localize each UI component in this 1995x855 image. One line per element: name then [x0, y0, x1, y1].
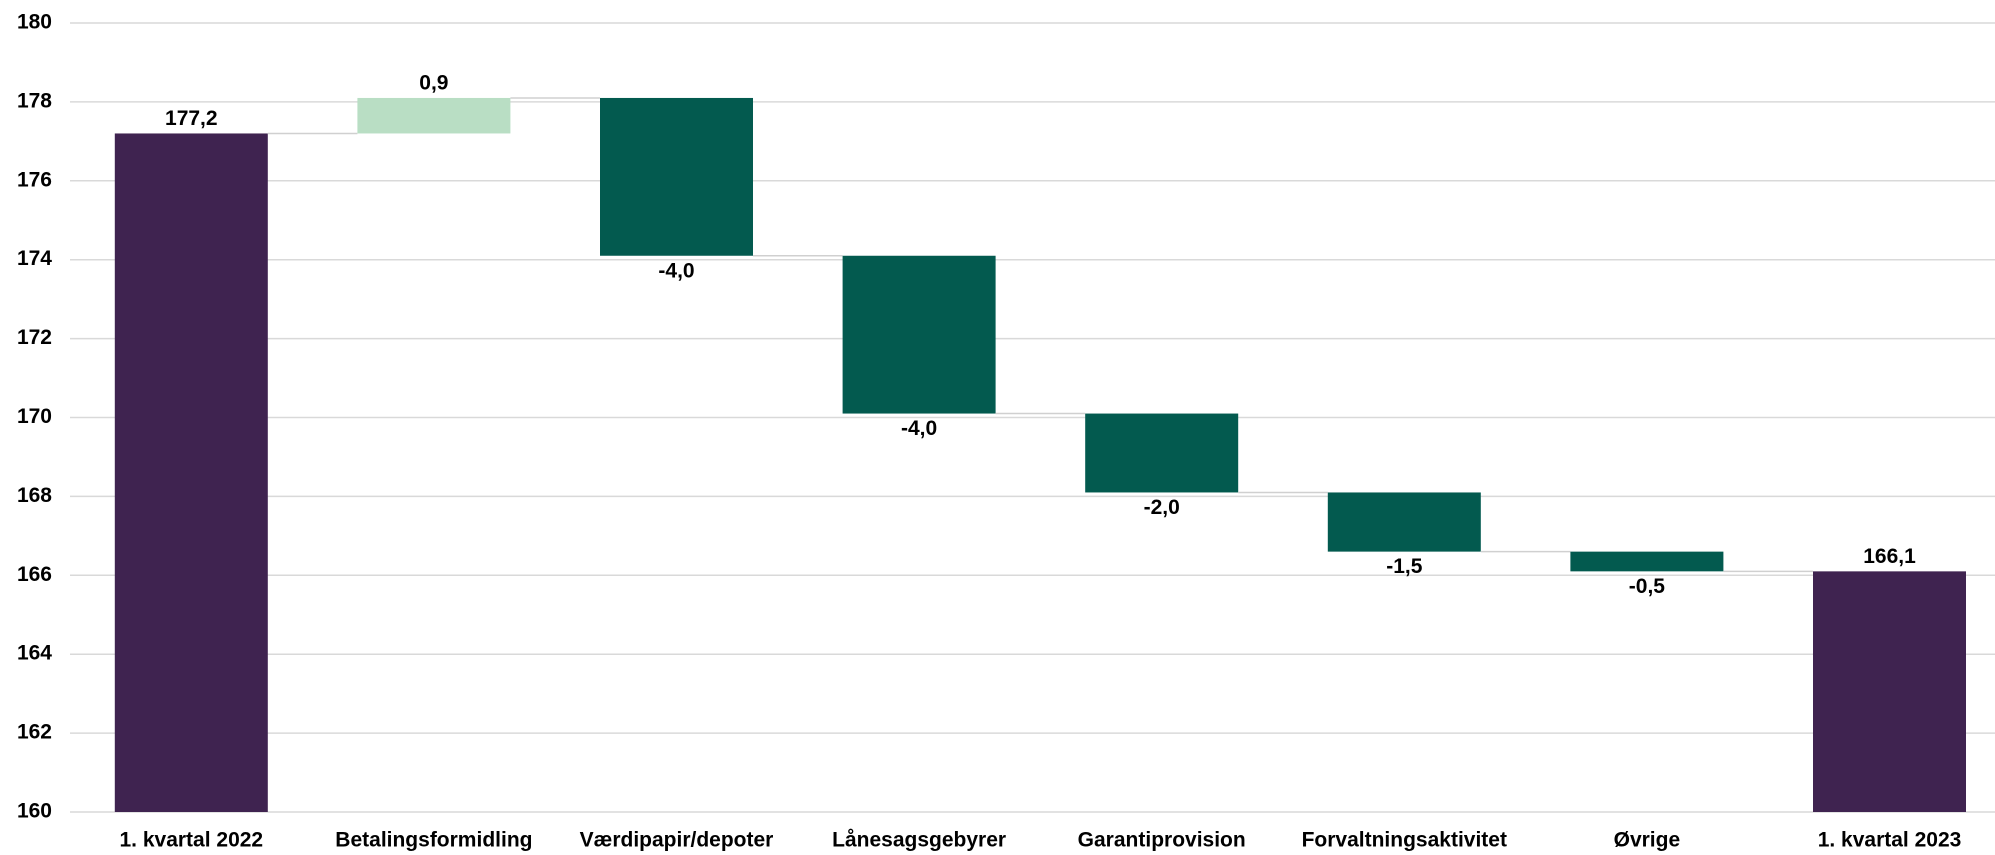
x-tick-label: Garantiprovision: [1078, 829, 1246, 852]
x-tick-label: Øvrige: [1614, 829, 1681, 852]
value-label: -2,0: [1144, 496, 1180, 519]
value-label: 166,1: [1863, 545, 1916, 568]
y-tick-label: 174: [17, 247, 52, 270]
value-label: -4,0: [901, 417, 937, 440]
value-label: 177,2: [165, 107, 218, 130]
x-tick-label: 1. kvartal 2023: [1818, 829, 1962, 852]
value-label: -1,5: [1386, 555, 1423, 578]
y-tick-label: 176: [17, 168, 52, 191]
x-tick-label: Forvaltningsaktivitet: [1302, 829, 1507, 852]
y-tick-label: 162: [17, 721, 52, 744]
bar: [600, 97, 753, 256]
y-tick-label: 168: [17, 484, 52, 507]
x-tick-label: Lånesagsgebyrer: [832, 829, 1006, 852]
y-tick-label: 160: [17, 800, 52, 823]
bar: [1570, 551, 1724, 572]
x-tick-label: Betalingsformidling: [335, 829, 532, 852]
y-tick-label: 166: [17, 563, 52, 586]
value-label: -4,0: [658, 259, 694, 282]
bar: [842, 255, 996, 414]
y-tick-label: 178: [17, 89, 52, 112]
y-tick-label: 172: [17, 326, 52, 349]
bar: [1813, 571, 1966, 812]
bar: [357, 97, 511, 134]
y-tick-label: 170: [17, 405, 52, 428]
y-tick-label: 164: [17, 642, 52, 665]
x-tick-label: Værdipapir/depoter: [580, 829, 774, 852]
y-tick-label: 180: [17, 11, 52, 34]
x-tick-label: 1. kvartal 2022: [119, 829, 263, 852]
bar: [1085, 413, 1239, 493]
value-label: -0,5: [1629, 575, 1666, 598]
bar: [1327, 492, 1481, 552]
bar: [114, 133, 268, 812]
value-label: 0,9: [419, 72, 448, 95]
